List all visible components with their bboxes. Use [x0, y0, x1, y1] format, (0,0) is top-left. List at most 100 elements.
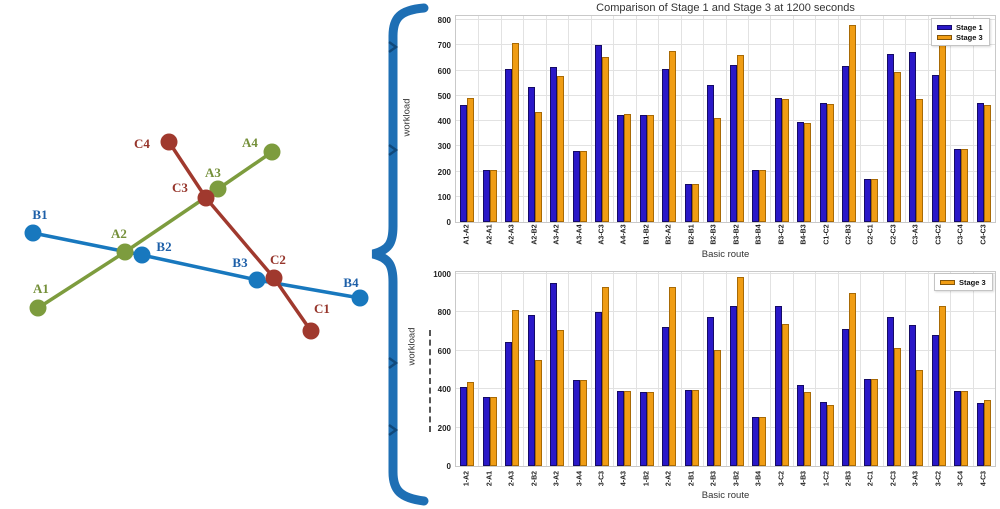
x-tick-label: C3-A3: [912, 224, 920, 245]
gridline-v: [837, 16, 839, 222]
bar-stage1-1-A2: [460, 387, 468, 466]
stop-B2-label: B2: [156, 239, 171, 254]
stop-A3-label: A3: [205, 165, 221, 180]
bar-stage1-B2-A2: [662, 69, 670, 222]
bar-stage1-C3-C2: [931, 75, 939, 222]
gridline-v: [545, 16, 547, 222]
chart2-xlabel: Basic route: [701, 490, 750, 501]
bar-stage3-C1-C2: [826, 104, 834, 222]
stage3-swatch-icon: [937, 34, 952, 40]
x-tick-label: A3-C3: [598, 224, 606, 245]
chart2-legend-label-stage3: Stage 3: [959, 277, 986, 287]
x-tick-label: A2-B2: [531, 224, 539, 245]
bar-stage3-2-A3: [512, 310, 520, 466]
bar-stage1-3-B4: [752, 417, 760, 466]
bar-stage3-B3-B2: [736, 55, 744, 222]
x-tick-label: B4-B3: [800, 224, 808, 245]
bar-stage1-2-B1: [684, 390, 692, 466]
bar-stage1-B2-B3: [707, 85, 715, 222]
bar-stage1-A3-C3: [594, 45, 602, 222]
bar-stage1-3-A3: [909, 325, 917, 466]
brace-chevron-icon: [388, 40, 399, 54]
bar-stage1-2-B2: [527, 315, 535, 466]
stage1-swatch-icon: [937, 24, 952, 30]
gridline-v: [523, 16, 525, 222]
gridline-v: [613, 16, 615, 222]
bar-stage1-C2-C1: [864, 179, 872, 222]
gridline-v: [905, 16, 907, 222]
bar-stage1-A2-A1: [482, 170, 490, 222]
bar-stage3-2-B3: [714, 350, 722, 466]
bar-stage3-C4-C3: [983, 105, 991, 222]
bar-stage3-1-C2: [826, 405, 834, 466]
y-tick-label: 400: [437, 385, 451, 394]
bar-stage3-A3-A2: [557, 76, 565, 222]
stop-C2-node: [265, 269, 283, 287]
bar-stage1-A2-A3: [505, 69, 513, 222]
stop-C3-label: C3: [172, 180, 188, 195]
gridline-v: [680, 16, 682, 222]
brace-chevron-icon: [388, 423, 399, 437]
stop-B4-node: [351, 289, 369, 307]
y-tick-label: 300: [437, 142, 451, 152]
y-tick-label: 0: [446, 218, 451, 227]
gridline-v: [905, 272, 907, 466]
x-tick-label: A3-A2: [553, 224, 561, 245]
bar-stage1-B3-C2: [774, 98, 782, 222]
gridline-v: [478, 272, 480, 466]
gridline-v: [590, 16, 592, 222]
bar-stage3-2-A2: [669, 287, 677, 466]
chart1-legend-label-stage3: Stage 3: [956, 32, 983, 42]
gridline-v: [860, 16, 862, 222]
bar-stage1-A2-B2: [527, 87, 535, 222]
bar-stage3-3-A4: [579, 380, 587, 466]
chart2-dashed-marker: [429, 330, 431, 432]
stop-C3-node: [197, 189, 215, 207]
bar-stage3-B2-A2: [669, 51, 677, 222]
bar-stage3-3-A2: [557, 330, 565, 466]
bar-stage3-A4-A3: [624, 114, 632, 222]
bar-stage1-B2-B1: [684, 184, 692, 222]
gridline-v: [725, 16, 727, 222]
stop-C4-node: [160, 133, 178, 151]
x-tick-label: C2-C1: [867, 224, 875, 245]
y-tick-label: 600: [437, 346, 451, 356]
bar-stage3-4-C3: [983, 400, 991, 466]
x-tick-label: C3-C2: [935, 224, 943, 245]
bar-stage1-A4-A3: [617, 115, 625, 222]
bar-stage3-2-B2: [534, 360, 542, 466]
bar-stage1-3-B2: [729, 306, 737, 466]
brace-chevron-icon: [388, 143, 399, 157]
bar-stage1-2-A2: [662, 327, 670, 466]
stop-A1-node: [29, 299, 47, 317]
gridline-v: [972, 16, 974, 222]
bar-stage3-4-B3: [804, 392, 812, 466]
gridline-v: [613, 272, 615, 466]
bar-stage3-2-B1: [691, 390, 699, 466]
y-tick-label: 800: [437, 16, 451, 25]
chart1-title: Comparison of Stage 1 and Stage 3 at 120…: [596, 2, 855, 14]
bar-stage3-3-B2: [736, 277, 744, 466]
x-tick-label: A1-A2: [463, 224, 471, 245]
route-network-diagram: A1 A2 A3 A4 B1 B2 B3 B4 C4 C3 C2 C1: [24, 133, 369, 340]
bar-stage1-2-A1: [482, 397, 490, 466]
x-tick-label: A3-A4: [576, 224, 584, 245]
route-B-line: [31, 231, 362, 300]
stop-A2-node: [116, 243, 134, 261]
gridline-v: [927, 272, 929, 466]
stop-A2-label: A2: [111, 226, 127, 241]
stop-B1-node: [24, 224, 42, 242]
x-tick-label: B2-B1: [688, 224, 696, 245]
x-tick-label: A2-A3: [508, 224, 516, 245]
gridline-v: [950, 16, 952, 222]
bar-stage1-C2-B3: [842, 66, 850, 222]
chart1-legend-label-stage1: Stage 1: [956, 22, 983, 32]
x-tick-label: B1-B2: [643, 224, 651, 245]
bar-stage3-A2-B2: [534, 112, 542, 222]
y-tick-label: 800: [437, 308, 451, 317]
stage3-swatch-icon: [940, 279, 955, 285]
bar-stage3-B2-B3: [714, 118, 722, 222]
x-tick-label: B3-C2: [778, 224, 786, 245]
stop-A1-label: A1: [33, 281, 49, 296]
gridline-v: [545, 272, 547, 466]
